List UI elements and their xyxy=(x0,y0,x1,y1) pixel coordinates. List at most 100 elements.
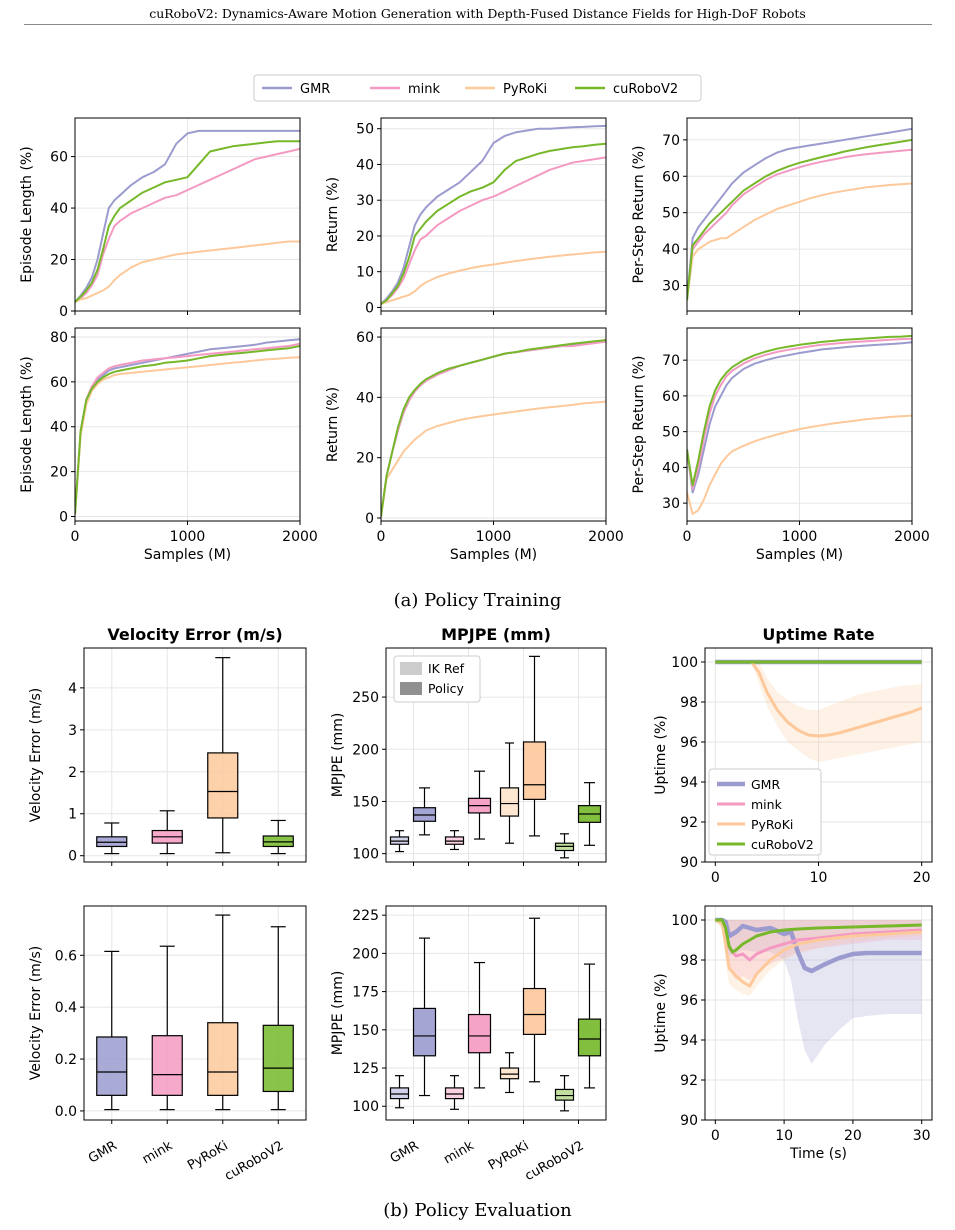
series-line-pyroki xyxy=(381,400,606,517)
series-line-curobov2 xyxy=(715,918,922,954)
ik-box-gmr xyxy=(389,830,410,853)
policy-box-curobov2 xyxy=(577,963,602,1089)
series-line-pyroki xyxy=(381,250,606,305)
plot-area xyxy=(389,655,602,859)
x-category-pyroki: PyRoKi xyxy=(185,1138,231,1173)
legend-label-gmr: GMR xyxy=(300,82,330,97)
y-tick-label: 50 xyxy=(356,122,374,138)
series-line-gmr xyxy=(381,124,606,305)
x-tick-label: 10 xyxy=(810,870,828,886)
y-tick-label: 20 xyxy=(356,229,374,245)
box-curobov2 xyxy=(262,926,294,1111)
y-tick-label: 3 xyxy=(68,723,77,739)
ik-box-pyroki xyxy=(499,742,520,844)
training-panel-5: 0 20 40 60 0 1000 2000 Return (%) Samples (M) xyxy=(325,327,624,563)
box-iqr xyxy=(412,1007,437,1057)
y-tick-label: 0 xyxy=(68,849,77,865)
band-gmr xyxy=(715,920,922,1064)
y-axis-label: MPJPE (mm) xyxy=(330,971,346,1056)
axes-frame xyxy=(704,905,933,1121)
y-axis-label: MPJPE (mm) xyxy=(330,713,346,798)
box-iqr xyxy=(577,1018,602,1057)
x-tick-label: 0 xyxy=(711,870,720,886)
series-line-gmr xyxy=(687,127,912,301)
y-tick-label: 10 xyxy=(356,265,374,281)
y-tick-label: 94 xyxy=(680,775,698,791)
axes-frame xyxy=(385,647,607,863)
y-tick-label: 250 xyxy=(352,690,379,706)
box-iqr xyxy=(207,752,239,819)
uptime-top: 90 92 94 96 98 100 0 10 20 Uptime (%) Uptime Rate G… xyxy=(653,625,933,886)
chart-title: Velocity Error (m/s) xyxy=(107,625,282,644)
policy-box-curobov2 xyxy=(577,782,602,846)
y-tick-label: 125 xyxy=(352,1061,379,1077)
box-pyroki xyxy=(207,914,239,1111)
legend-label-curobov2: cuRoboV2 xyxy=(751,837,814,852)
legend-swatch-policy xyxy=(400,682,422,695)
x-category-gmr: GMR xyxy=(388,1138,422,1166)
mpjpe-bottom: 100 125 150 175 200 225 MPJPE (mm) GMR mink PyRoK… xyxy=(330,905,607,1184)
box-curobov2 xyxy=(262,819,294,855)
policy-box-pyroki xyxy=(522,917,547,1083)
plot-area xyxy=(75,129,300,303)
box-gmr xyxy=(96,950,128,1111)
x-axis-label: Samples (M) xyxy=(144,547,231,563)
y-tick-label: 30 xyxy=(662,496,680,512)
box-iqr xyxy=(389,1087,410,1100)
y-tick-label: 80 xyxy=(50,330,68,346)
x-axis-label: Time (s) xyxy=(789,1146,847,1162)
x-category-curobov2: cuRoboV2 xyxy=(523,1138,587,1184)
x-tick-label: 1000 xyxy=(782,529,818,545)
box-iqr xyxy=(499,787,520,817)
series-line-gmr xyxy=(687,341,912,494)
box-iqr xyxy=(522,987,547,1035)
y-tick-label: 40 xyxy=(50,201,68,217)
x-tick-label: 20 xyxy=(844,1128,862,1144)
uptime-legend: GMR mink PyRoKi cuRoboV2 xyxy=(708,768,822,856)
legend-label-gmr: GMR xyxy=(751,777,780,792)
box-iqr xyxy=(207,1022,239,1096)
y-tick-label: 60 xyxy=(662,389,680,405)
box-iqr xyxy=(96,1036,128,1096)
box-pyroki xyxy=(207,657,239,854)
y-tick-label: 0 xyxy=(365,511,374,527)
box-iqr xyxy=(262,835,294,848)
y-axis-label: Velocity Error (m/s) xyxy=(28,946,44,1081)
y-tick-label: 40 xyxy=(356,390,374,406)
y-tick-label: 175 xyxy=(352,985,379,1001)
series-line-mink xyxy=(687,337,912,490)
x-tick-label: 30 xyxy=(913,1128,931,1144)
training-panel-1: 0 20 40 60 Episode Length (%) xyxy=(19,117,301,320)
legend-label-pyroki: PyRoKi xyxy=(503,82,547,97)
series-line-pyroki xyxy=(687,414,912,515)
y-tick-label: 225 xyxy=(352,908,379,924)
x-tick-label: 1000 xyxy=(476,529,512,545)
series-line-pyroki xyxy=(75,356,300,515)
box-iqr xyxy=(444,1087,465,1100)
ik-box-curobov2 xyxy=(554,833,575,859)
series-line-curobov2 xyxy=(687,138,912,301)
y-tick-label: 0.2 xyxy=(55,1052,77,1068)
y-tick-label: 40 xyxy=(662,242,680,258)
x-tick-label: 0 xyxy=(711,1128,720,1144)
plot-area xyxy=(75,338,300,515)
axes-frame xyxy=(83,647,307,863)
y-tick-label: 150 xyxy=(352,794,379,810)
x-tick-label: 2000 xyxy=(282,529,318,545)
y-tick-label: 70 xyxy=(662,133,680,149)
chart-title: MPJPE (mm) xyxy=(441,625,551,644)
y-tick-label: 100 xyxy=(671,913,698,929)
band-pyroki xyxy=(715,920,922,996)
band-pyroki xyxy=(715,662,922,762)
y-tick-label: 4 xyxy=(68,681,77,697)
y-axis-label: Uptime (%) xyxy=(653,715,669,794)
uptime-legend-frame xyxy=(708,768,822,856)
y-tick-label: 98 xyxy=(680,695,698,711)
training-panel-2: 0 10 20 30 40 50 Return (%) xyxy=(325,117,607,316)
y-tick-label: 60 xyxy=(662,169,680,185)
plot-area xyxy=(96,914,294,1111)
plot-area xyxy=(687,127,912,301)
y-tick-label: 90 xyxy=(680,855,698,871)
box-iqr xyxy=(554,1088,575,1101)
